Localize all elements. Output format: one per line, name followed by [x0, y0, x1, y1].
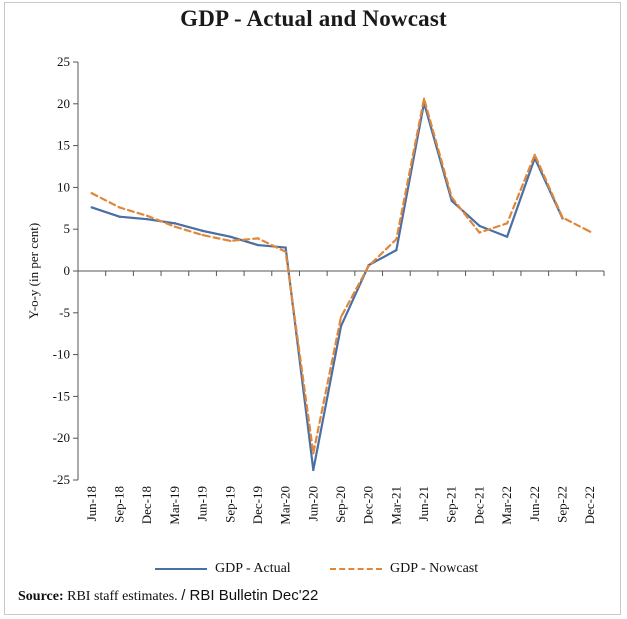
- data-point-actual: [312, 468, 315, 472]
- data-point-nowcast: [146, 214, 149, 218]
- data-point-actual: [118, 215, 121, 218]
- data-point-actual: [284, 246, 287, 249]
- data-point-nowcast: [256, 237, 260, 240]
- data-point-nowcast: [312, 452, 315, 455]
- y-tick-label: -20: [53, 430, 70, 445]
- y-tick-label: -10: [53, 347, 70, 362]
- data-point-actual: [146, 217, 149, 221]
- x-tick-label: Sep-20: [333, 486, 348, 523]
- data-point-nowcast: [118, 206, 121, 209]
- x-tick-label: Dec-19: [250, 486, 265, 524]
- data-point-nowcast: [588, 230, 592, 233]
- x-tick-label: Jun-21: [416, 486, 431, 521]
- data-point-nowcast: [478, 231, 481, 234]
- x-tick-label: Jun-19: [195, 486, 210, 521]
- data-point-actual: [173, 222, 177, 225]
- x-tick-label: Dec-18: [139, 486, 154, 524]
- data-point-actual: [339, 324, 343, 328]
- x-tick-label: Sep-22: [554, 486, 569, 523]
- legend-label-nowcast: GDP - Nowcast: [390, 561, 479, 576]
- source-note: Source: RBI staff estimates. / RBI Bulle…: [18, 587, 318, 605]
- x-tick-label: Dec-22: [582, 486, 597, 524]
- x-tick-label: Jun-18: [84, 486, 99, 521]
- source-text: RBI staff estimates.: [67, 589, 178, 604]
- data-point-nowcast: [90, 192, 94, 195]
- y-tick-label: 5: [64, 221, 71, 236]
- y-tick-label: -5: [59, 305, 70, 320]
- x-tick-label: Mar-22: [499, 486, 514, 525]
- legend-item-nowcast: GDP - Nowcast: [330, 558, 478, 580]
- x-tick-label: Jun-22: [527, 486, 542, 521]
- data-point-nowcast: [284, 250, 287, 253]
- series-line-nowcast: [90, 97, 592, 455]
- y-tick-label: 15: [57, 138, 70, 153]
- series-line-actual: [90, 101, 564, 472]
- data-point-nowcast: [395, 238, 398, 241]
- x-tick-label: Dec-20: [361, 486, 376, 524]
- source-label: Source:: [18, 589, 64, 604]
- legend-swatch-actual: [155, 568, 207, 570]
- data-point-actual: [201, 229, 204, 233]
- data-point-actual: [256, 243, 260, 247]
- data-point-nowcast: [422, 97, 426, 100]
- x-tick-label: Sep-21: [444, 486, 459, 523]
- x-tick-label: Dec-21: [471, 486, 486, 524]
- y-tick-label: -25: [53, 472, 70, 487]
- data-point-nowcast: [561, 216, 564, 219]
- data-point-actual: [505, 235, 509, 238]
- data-point-actual: [478, 224, 481, 228]
- source-extra: / RBI Bulletin Dec'22: [181, 587, 319, 604]
- y-tick-label: 25: [57, 54, 70, 69]
- data-point-nowcast: [450, 196, 453, 199]
- data-point-nowcast: [339, 315, 343, 319]
- legend-item-actual: GDP - Actual: [155, 558, 291, 580]
- data-point-nowcast: [201, 233, 204, 237]
- chart-legend: GDP - Actual GDP - Nowcast: [0, 558, 627, 580]
- data-point-actual: [229, 235, 232, 238]
- chart-title: GDP - Actual and Nowcast: [180, 6, 447, 31]
- y-tick-label: 0: [64, 263, 71, 278]
- x-tick-label: Sep-19: [222, 486, 237, 523]
- data-point-nowcast: [229, 239, 232, 243]
- y-tick-label: 10: [57, 179, 70, 194]
- y-tick-label: -15: [53, 388, 70, 403]
- data-point-nowcast: [173, 225, 177, 228]
- x-tick-label: Mar-20: [278, 486, 293, 525]
- legend-label-actual: GDP - Actual: [215, 561, 291, 576]
- data-point-actual: [90, 206, 94, 209]
- x-tick-label: Jun-20: [305, 486, 320, 521]
- data-point-nowcast: [533, 153, 536, 156]
- chart-frame: [4, 2, 621, 615]
- y-tick-label: 20: [57, 96, 70, 111]
- data-point-nowcast: [505, 222, 509, 225]
- x-tick-label: Mar-19: [167, 486, 182, 525]
- data-point-actual: [395, 248, 398, 252]
- y-axis-title: Y-o-y (in per cent): [26, 223, 41, 319]
- legend-swatch-nowcast: [330, 568, 382, 570]
- x-tick-label: Sep-18: [112, 486, 127, 523]
- data-point-actual: [450, 199, 453, 202]
- x-tick-label: Mar-21: [388, 486, 403, 525]
- data-point-nowcast: [367, 264, 370, 268]
